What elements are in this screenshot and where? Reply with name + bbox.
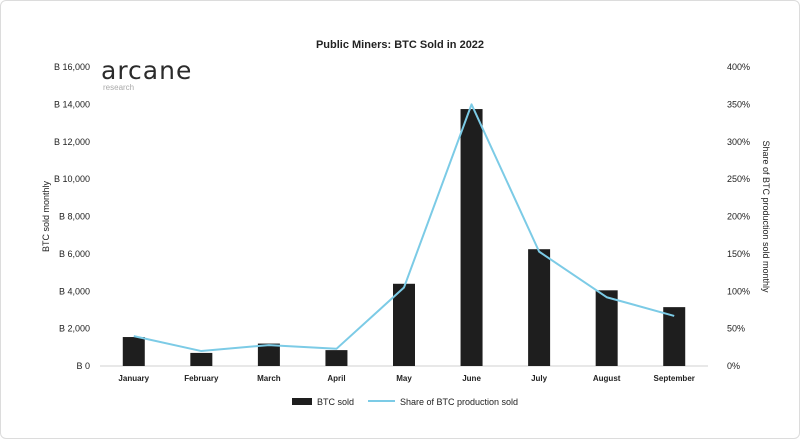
legend-label-share: Share of BTC production sold: [400, 397, 518, 407]
arcane-logo: arcane research: [101, 58, 192, 92]
x-tick-label: May: [396, 374, 412, 383]
x-tick-label: March: [257, 374, 281, 383]
y2-tick-label: 100%: [727, 286, 750, 296]
y2-tick-label: 350%: [727, 99, 750, 109]
x-tick-label: April: [327, 374, 345, 383]
y2-tick-label: 150%: [727, 249, 750, 259]
bar: [460, 109, 483, 366]
y-tick-label: B 14,000: [54, 99, 90, 109]
y-tick-label: B 6,000: [59, 249, 90, 259]
bar: [325, 350, 348, 366]
chart-title: Public Miners: BTC Sold in 2022: [315, 39, 485, 51]
y2-tick-label: 400%: [727, 62, 750, 72]
x-tick-label: June: [462, 374, 481, 383]
y2-axis-title: Share of BTC production sold monthly: [761, 140, 771, 293]
y-tick-label: B 16,000: [54, 62, 90, 72]
legend-label-btc-sold: BTC sold: [317, 397, 354, 407]
bar: [595, 290, 618, 366]
y2-tick-label: 300%: [727, 137, 750, 147]
y-tick-label: B 4,000: [59, 286, 90, 296]
y2-tick-label: 200%: [727, 212, 750, 222]
y-tick-label: B 8,000: [59, 212, 90, 222]
y2-tick-label: 0%: [727, 361, 740, 371]
bar: [122, 337, 145, 366]
y-tick-label: B 0: [76, 361, 90, 371]
x-tick-label: August: [593, 374, 621, 383]
bar: [257, 343, 280, 366]
x-tick-label: September: [654, 374, 695, 383]
x-tick-label: February: [184, 374, 219, 383]
y-tick-label: B 2,000: [59, 324, 90, 334]
y-tick-label: B 10,000: [54, 174, 90, 184]
logo-subtitle: research: [103, 83, 135, 92]
bar: [190, 352, 213, 366]
y2-tick-label: 250%: [727, 174, 750, 184]
x-tick-label: January: [118, 374, 149, 383]
logo-wordmark: arcane: [101, 56, 193, 85]
bar: [393, 283, 415, 366]
y2-tick-label: 50%: [727, 324, 745, 334]
y-axis-title: BTC sold monthly: [41, 180, 51, 252]
bar: [528, 249, 551, 366]
y-tick-label: B 12,000: [54, 137, 90, 147]
bar: [663, 307, 686, 366]
legend-swatch-btc-sold: [292, 398, 312, 405]
x-tick-label: July: [531, 374, 548, 383]
